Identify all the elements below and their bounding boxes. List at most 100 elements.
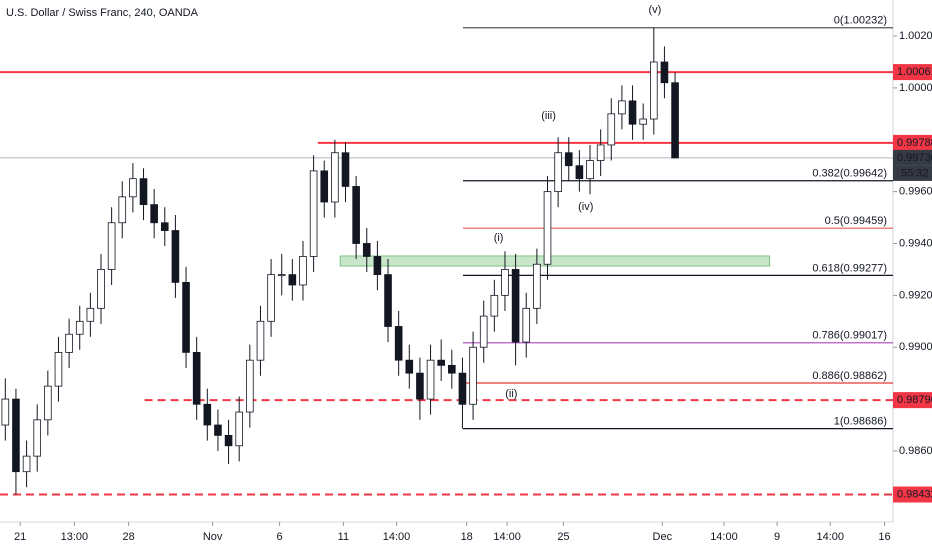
countdown: 55:32 — [901, 167, 929, 179]
candle-body — [352, 186, 360, 244]
candle-body — [171, 230, 180, 283]
fib-label: 0.886(0.98862) — [812, 370, 887, 382]
x-tick-label: 9 — [774, 531, 780, 543]
fib-label: 0.786(0.99017) — [812, 330, 887, 342]
candle-body — [86, 307, 95, 322]
candle-body — [650, 61, 658, 120]
candle-body — [246, 359, 254, 413]
candle-body — [107, 222, 116, 270]
candle-body — [331, 152, 339, 203]
x-tick-label: 14:00 — [710, 531, 738, 543]
fib-label: 0.5(0.99459) — [825, 215, 887, 227]
x-tick-label: Nov — [203, 531, 223, 543]
candle-body — [575, 165, 584, 180]
candle-body — [596, 144, 605, 161]
x-tick-label: 14:00 — [817, 531, 845, 543]
candle-body — [118, 196, 127, 224]
candle-body — [554, 152, 562, 193]
candle-body — [394, 326, 403, 361]
candle-body — [150, 204, 158, 224]
wave-label: (iii) — [541, 110, 556, 122]
candle-body — [1, 398, 10, 426]
candle-body — [256, 320, 265, 361]
candle-body — [203, 403, 212, 426]
candle-body — [33, 419, 42, 457]
x-tick-label: 11 — [338, 531, 349, 543]
candle-body — [129, 178, 137, 198]
candle-body — [373, 256, 382, 276]
x-tick-label: 14:00 — [383, 531, 411, 543]
price-tag — [893, 486, 932, 503]
candle-body — [586, 160, 594, 180]
price-tag — [893, 392, 932, 409]
x-tick-label: 28 — [123, 531, 135, 543]
candle-body — [267, 274, 275, 322]
x-tick-label: 21 — [14, 531, 26, 543]
candle-body — [469, 346, 477, 405]
wave-label: (v) — [648, 4, 661, 16]
candle-body — [479, 315, 488, 348]
price-tag-label: 1.00061 — [897, 66, 932, 78]
candle-body — [65, 333, 73, 353]
x-tick-label: 13:00 — [61, 531, 89, 543]
candle-body — [12, 398, 20, 473]
candle-body — [224, 434, 233, 447]
candle-body — [182, 281, 190, 353]
candle-body — [277, 274, 286, 277]
candle-body — [533, 263, 541, 309]
candle-body — [660, 61, 669, 84]
support-zone — [339, 255, 771, 267]
wave-label: (iv) — [578, 201, 593, 213]
x-tick-label: 18 — [461, 531, 473, 543]
chart-title: U.S. Dollar / Swiss Franc, 240, OANDA — [6, 7, 199, 19]
candle-body — [564, 152, 573, 167]
candle-body — [384, 274, 392, 327]
candle-body — [522, 307, 531, 343]
fib-label: 1(0.98686) — [834, 416, 887, 428]
fib-label: 0(1.00232) — [834, 15, 887, 27]
candle-body — [639, 118, 647, 125]
price-tag-label: 0.98796 — [897, 394, 932, 406]
candle-body — [416, 372, 424, 400]
candle-body — [139, 178, 148, 205]
candle-body — [235, 411, 243, 447]
wave-label: (i) — [494, 232, 504, 244]
candle-body — [54, 352, 63, 387]
candle-body — [437, 359, 445, 366]
candle-body — [22, 455, 31, 473]
x-tick-label: Dec — [653, 531, 673, 543]
price-tag — [893, 134, 932, 151]
candle-body — [309, 170, 318, 257]
x-tick-label: 6 — [277, 531, 283, 543]
candle-body — [75, 320, 84, 335]
price-tag-label: 0.99788 — [897, 137, 932, 149]
price-tag — [893, 64, 932, 81]
candle-body — [501, 269, 509, 296]
candle-body — [341, 152, 350, 187]
candle-body — [44, 385, 52, 421]
candle-body — [362, 243, 371, 257]
candle-body — [671, 82, 679, 159]
x-tick-label: 25 — [557, 531, 569, 543]
wave-label: (ii) — [505, 388, 517, 400]
candle-body — [320, 170, 329, 203]
candle-body — [607, 113, 616, 146]
price-tag-label: 0.98432 — [897, 488, 932, 500]
candle-body — [192, 352, 201, 405]
candle-body — [299, 256, 307, 286]
candle-body — [160, 222, 169, 231]
current-price-tag-label: 0.99730 — [897, 152, 932, 164]
candle-body — [458, 372, 467, 405]
candle-body — [405, 359, 414, 374]
fib-label: 0.382(0.99642) — [812, 168, 887, 180]
candle-body — [543, 191, 552, 265]
candle-body — [288, 274, 297, 286]
x-tick-label: 16 — [878, 531, 890, 543]
candle-body — [628, 100, 637, 125]
